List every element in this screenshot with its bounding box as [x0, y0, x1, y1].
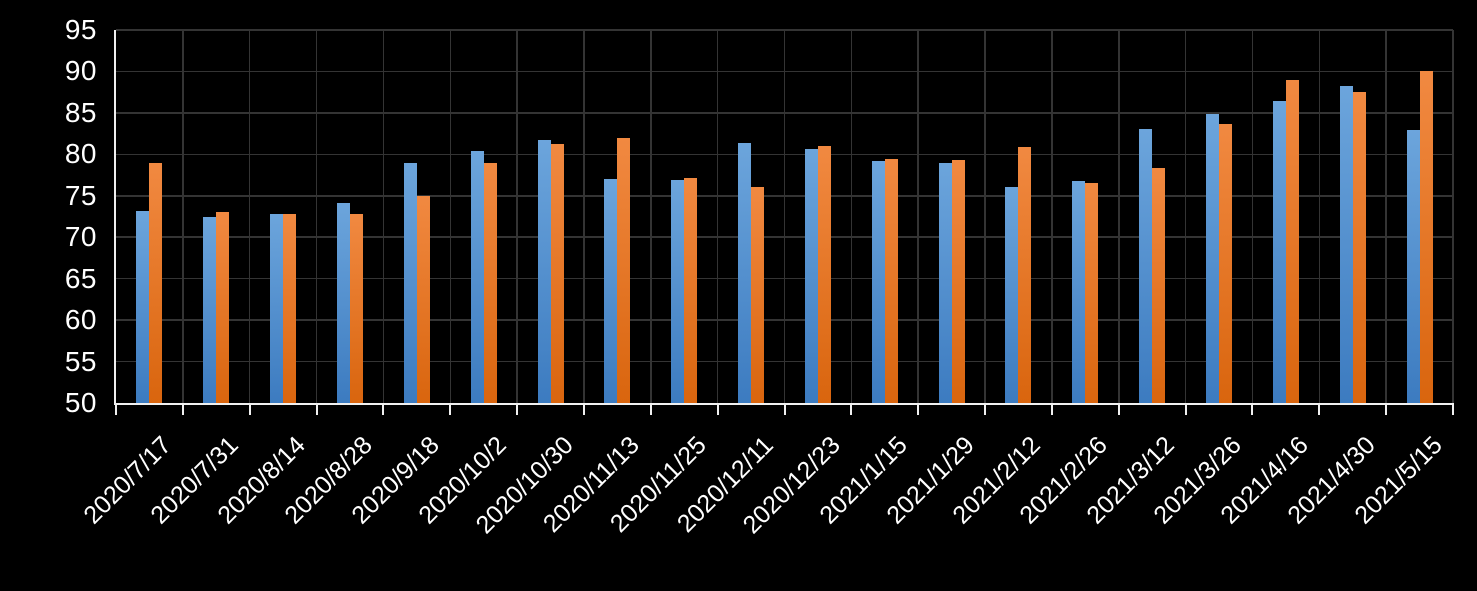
vertical-gridline — [382, 30, 385, 403]
vertical-gridline — [783, 30, 786, 403]
vertical-gridline — [984, 30, 986, 403]
orange-bar[interactable] — [617, 137, 631, 403]
orange-bar[interactable] — [884, 159, 898, 403]
y-axis-tick-label: 95 — [64, 14, 97, 45]
vertical-gridline — [583, 30, 585, 403]
blue-bar[interactable] — [604, 179, 618, 403]
y-axis-tick-label: 55 — [64, 345, 97, 377]
x-axis-tick — [1318, 405, 1321, 415]
x-axis-tick — [716, 405, 719, 415]
vertical-gridline — [182, 30, 184, 403]
vertical-gridline — [650, 30, 652, 403]
orange-bar[interactable] — [550, 144, 564, 403]
x-axis-tick — [649, 405, 652, 415]
vertical-gridline — [1385, 30, 1387, 403]
vertical-gridline — [716, 30, 719, 403]
y-axis-tick-label: 65 — [64, 262, 97, 294]
blue-bar[interactable] — [938, 162, 952, 403]
orange-bar[interactable] — [951, 160, 965, 403]
x-axis-tick — [1385, 405, 1388, 415]
x-axis-tick — [181, 405, 184, 415]
blue-bar[interactable] — [1406, 130, 1420, 403]
orange-bar[interactable] — [817, 146, 831, 403]
orange-bar[interactable] — [1285, 79, 1299, 403]
orange-bar[interactable] — [216, 212, 230, 403]
x-axis-tick — [917, 405, 920, 415]
blue-bar[interactable] — [1005, 186, 1019, 403]
blue-bar[interactable] — [470, 151, 484, 403]
x-axis-tick — [115, 405, 117, 415]
vertical-gridline — [850, 30, 853, 403]
blue-bar[interactable] — [537, 140, 551, 403]
vertical-gridline — [1318, 30, 1321, 403]
vertical-gridline — [516, 30, 518, 403]
blue-bar[interactable] — [270, 214, 284, 403]
x-axis-tick — [783, 405, 786, 415]
orange-bar[interactable] — [1152, 167, 1166, 403]
vertical-gridline — [315, 30, 318, 403]
orange-bar[interactable] — [1219, 124, 1233, 403]
orange-bar[interactable] — [1085, 182, 1099, 403]
y-axis-tick-label: 75 — [64, 179, 97, 211]
orange-bar[interactable] — [684, 178, 698, 403]
orange-bar[interactable] — [751, 187, 765, 403]
x-axis-tick — [850, 405, 853, 415]
blue-bar[interactable] — [1339, 86, 1353, 403]
orange-bar[interactable] — [483, 163, 497, 403]
y-axis-tick-label: 50 — [64, 387, 97, 418]
orange-bar[interactable] — [1352, 92, 1366, 403]
vertical-gridline — [1051, 30, 1053, 403]
blue-bar[interactable] — [1272, 101, 1286, 403]
blue-bar[interactable] — [1072, 180, 1086, 403]
orange-bar[interactable] — [416, 195, 430, 403]
blue-bar[interactable] — [1206, 113, 1220, 403]
orange-bar[interactable] — [149, 162, 163, 403]
vertical-gridline — [1118, 30, 1120, 403]
x-axis-line — [114, 403, 1454, 405]
x-axis-tick — [382, 405, 385, 415]
orange-bar[interactable] — [283, 214, 297, 403]
orange-bar[interactable] — [349, 214, 363, 403]
orange-bar[interactable] — [1018, 146, 1032, 403]
y-axis-tick-label: 60 — [64, 304, 97, 336]
vertical-gridline — [1251, 30, 1254, 403]
x-axis-tick — [1050, 405, 1053, 415]
x-axis-tick — [984, 405, 987, 415]
x-axis-tick — [449, 405, 452, 415]
blue-bar[interactable] — [871, 160, 885, 403]
x-axis-tick — [1184, 405, 1187, 415]
vertical-gridline — [248, 30, 251, 403]
blue-bar[interactable] — [203, 217, 217, 403]
y-axis-line — [114, 30, 116, 405]
x-axis-tick — [1452, 405, 1454, 415]
x-axis-tick — [248, 405, 251, 415]
x-axis-tick — [582, 405, 585, 415]
vertical-gridline — [1184, 30, 1187, 403]
blue-bar[interactable] — [738, 142, 752, 403]
x-axis-tick — [1251, 405, 1254, 415]
y-axis-tick-label: 85 — [64, 96, 97, 128]
blue-bar[interactable] — [1139, 129, 1153, 403]
y-axis-tick-label: 90 — [64, 55, 97, 87]
x-axis-tick — [315, 405, 318, 415]
vertical-gridline — [917, 30, 919, 403]
blue-bar[interactable] — [336, 203, 350, 403]
x-axis-tick — [1117, 405, 1120, 415]
blue-bar[interactable] — [136, 210, 150, 403]
x-axis-tick — [516, 405, 519, 415]
blue-bar[interactable] — [804, 149, 818, 403]
y-axis-tick-label: 70 — [64, 221, 97, 253]
blue-bar[interactable] — [403, 163, 417, 403]
vertical-gridline — [449, 30, 451, 403]
blue-bar[interactable] — [671, 180, 685, 403]
vertical-gridline — [1452, 30, 1454, 403]
y-axis-tick-label: 80 — [64, 138, 97, 170]
orange-bar[interactable] — [1419, 71, 1433, 403]
